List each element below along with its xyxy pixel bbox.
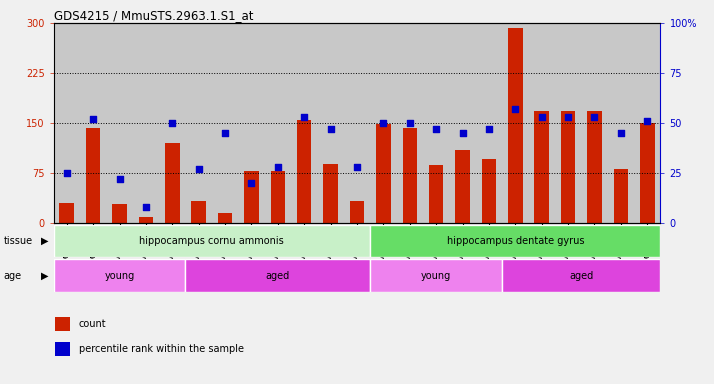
Point xyxy=(378,120,389,126)
Text: tissue: tissue xyxy=(4,236,33,246)
Bar xyxy=(429,165,443,223)
Text: aged: aged xyxy=(569,270,593,281)
Bar xyxy=(291,23,318,223)
Bar xyxy=(244,171,258,223)
Bar xyxy=(502,23,528,223)
Bar xyxy=(106,23,133,223)
Bar xyxy=(508,28,523,223)
Bar xyxy=(350,201,364,223)
Bar xyxy=(560,111,575,223)
Point xyxy=(642,118,653,124)
Bar xyxy=(376,124,391,223)
Point xyxy=(87,116,99,122)
Point xyxy=(589,114,600,120)
Text: count: count xyxy=(79,319,106,329)
Point xyxy=(193,166,204,172)
Bar xyxy=(55,317,69,331)
Bar xyxy=(212,23,238,223)
Point xyxy=(510,106,521,112)
Point xyxy=(536,114,548,120)
Bar xyxy=(55,342,69,356)
Bar xyxy=(133,23,159,223)
Bar xyxy=(86,128,101,223)
Bar xyxy=(555,23,581,223)
Bar xyxy=(403,127,417,223)
Bar xyxy=(112,204,127,223)
Bar xyxy=(218,213,232,223)
Text: hippocampus cornu ammonis: hippocampus cornu ammonis xyxy=(139,236,284,246)
Point xyxy=(140,204,151,210)
Text: age: age xyxy=(4,270,21,281)
Point xyxy=(563,114,574,120)
Text: GDS4215 / MmuSTS.2963.1.S1_at: GDS4215 / MmuSTS.2963.1.S1_at xyxy=(54,9,253,22)
Bar xyxy=(238,23,265,223)
Text: ▶: ▶ xyxy=(41,236,49,246)
Bar xyxy=(323,164,338,223)
Bar xyxy=(265,23,291,223)
Text: young: young xyxy=(104,270,135,281)
Bar xyxy=(370,23,396,223)
Point xyxy=(351,164,363,170)
Point xyxy=(298,114,310,120)
Text: young: young xyxy=(421,270,451,281)
Bar xyxy=(502,259,660,292)
Text: aged: aged xyxy=(266,270,290,281)
Bar xyxy=(587,111,602,223)
Bar xyxy=(54,259,186,292)
Point xyxy=(483,126,495,132)
Point xyxy=(166,120,178,126)
Bar xyxy=(608,23,634,223)
Point xyxy=(219,130,231,136)
Bar xyxy=(370,259,502,292)
Point xyxy=(615,130,627,136)
Point xyxy=(61,170,72,176)
Point xyxy=(404,120,416,126)
Bar xyxy=(581,23,608,223)
Point xyxy=(246,180,257,186)
Bar xyxy=(191,201,206,223)
Bar xyxy=(640,123,655,223)
Bar xyxy=(186,23,212,223)
Bar xyxy=(535,111,549,223)
Bar xyxy=(344,23,370,223)
Bar xyxy=(318,23,344,223)
Bar xyxy=(271,171,285,223)
Bar xyxy=(476,23,502,223)
Bar xyxy=(139,217,154,223)
Bar xyxy=(297,119,311,223)
Bar xyxy=(54,225,370,257)
Bar xyxy=(80,23,106,223)
Point xyxy=(325,126,336,132)
Point xyxy=(272,164,283,170)
Bar xyxy=(449,23,476,223)
Bar xyxy=(159,23,186,223)
Bar xyxy=(456,149,470,223)
Point xyxy=(431,126,442,132)
Text: ▶: ▶ xyxy=(41,270,49,281)
Text: percentile rank within the sample: percentile rank within the sample xyxy=(79,344,243,354)
Bar xyxy=(165,143,179,223)
Bar xyxy=(59,203,74,223)
Bar xyxy=(613,169,628,223)
Bar xyxy=(186,259,370,292)
Bar xyxy=(528,23,555,223)
Point xyxy=(114,176,125,182)
Bar xyxy=(396,23,423,223)
Bar xyxy=(423,23,449,223)
Bar xyxy=(370,225,660,257)
Point xyxy=(457,130,468,136)
Bar xyxy=(634,23,660,223)
Text: hippocampus dentate gyrus: hippocampus dentate gyrus xyxy=(446,236,584,246)
Bar xyxy=(54,23,80,223)
Bar xyxy=(482,159,496,223)
